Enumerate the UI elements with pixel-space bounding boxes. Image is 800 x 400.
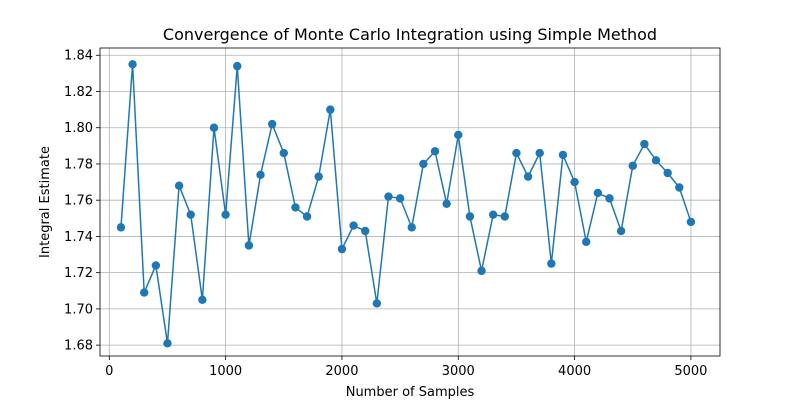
data-point xyxy=(651,156,661,165)
data-point xyxy=(512,148,521,158)
data-point xyxy=(477,266,486,276)
data-point xyxy=(174,181,184,190)
data-point xyxy=(454,130,463,140)
data-point xyxy=(267,119,277,129)
data-point xyxy=(163,339,172,348)
x-tick-label: 1000 xyxy=(209,364,242,379)
data-point xyxy=(547,259,556,268)
y-axis-ticks: 1.68 1.70 1.72 1.74 1.76 1.78 1.80 1.82 1.84 xyxy=(64,49,100,354)
data-point xyxy=(558,150,568,160)
data-point xyxy=(279,148,288,158)
y-tick-label: 1.76 xyxy=(64,194,93,209)
data-point xyxy=(151,261,161,270)
x-axis-label: Number of Samples xyxy=(346,385,475,400)
x-tick-label: 3000 xyxy=(442,364,475,379)
data-point xyxy=(640,139,649,149)
y-tick-label: 1.78 xyxy=(64,157,93,172)
data-point xyxy=(582,237,591,247)
data-point xyxy=(314,172,323,181)
y-tick-label: 1.84 xyxy=(64,49,93,64)
data-point xyxy=(407,223,416,232)
data-point xyxy=(442,199,451,209)
data-point xyxy=(337,244,347,254)
data-point xyxy=(535,148,544,158)
data-point xyxy=(663,168,672,178)
chart-title: Convergence of Monte Carlo Integration u… xyxy=(163,25,657,44)
data-point xyxy=(140,288,149,297)
plot-series xyxy=(116,60,696,348)
data-point xyxy=(186,210,195,219)
data-point xyxy=(233,61,242,71)
data-point xyxy=(523,172,533,181)
x-tick-label: 5000 xyxy=(674,364,707,379)
data-point xyxy=(256,170,265,180)
x-axis-ticks: 0 1000 2000 3000 4000 5000 xyxy=(105,356,707,379)
data-point xyxy=(209,123,219,132)
data-point xyxy=(198,295,207,305)
data-point xyxy=(570,177,579,187)
data-point xyxy=(291,203,300,212)
plot-frame xyxy=(99,47,721,357)
grid xyxy=(100,48,720,356)
data-point xyxy=(593,188,603,198)
data-point xyxy=(221,210,230,219)
data-point xyxy=(500,212,510,221)
data-point xyxy=(628,161,637,170)
x-tick-label: 2000 xyxy=(325,364,358,379)
x-tick-label: 4000 xyxy=(558,364,591,379)
y-axis-label: Integral Estimate xyxy=(38,146,53,258)
data-point xyxy=(419,159,428,169)
data-point xyxy=(675,183,684,192)
data-point xyxy=(384,192,393,201)
data-point xyxy=(244,241,254,250)
data-point xyxy=(488,210,498,219)
y-tick-label: 1.82 xyxy=(64,85,93,100)
data-point xyxy=(116,223,126,232)
series-line xyxy=(120,64,692,344)
y-tick-label: 1.70 xyxy=(64,302,93,317)
data-point xyxy=(302,212,312,221)
data-point xyxy=(361,226,370,236)
data-point xyxy=(686,217,696,227)
y-tick-label: 1.74 xyxy=(64,230,93,245)
data-point xyxy=(395,194,405,203)
y-tick-label: 1.68 xyxy=(64,339,93,354)
data-point xyxy=(326,105,335,114)
data-point xyxy=(349,221,358,230)
y-tick-label: 1.80 xyxy=(64,121,93,136)
y-tick-label: 1.72 xyxy=(64,266,93,281)
data-point xyxy=(430,147,440,156)
x-tick-label: 0 xyxy=(105,364,113,379)
data-point xyxy=(465,212,475,221)
data-point xyxy=(128,60,137,69)
data-point xyxy=(616,226,626,236)
data-point xyxy=(605,194,614,203)
data-point xyxy=(372,299,382,308)
